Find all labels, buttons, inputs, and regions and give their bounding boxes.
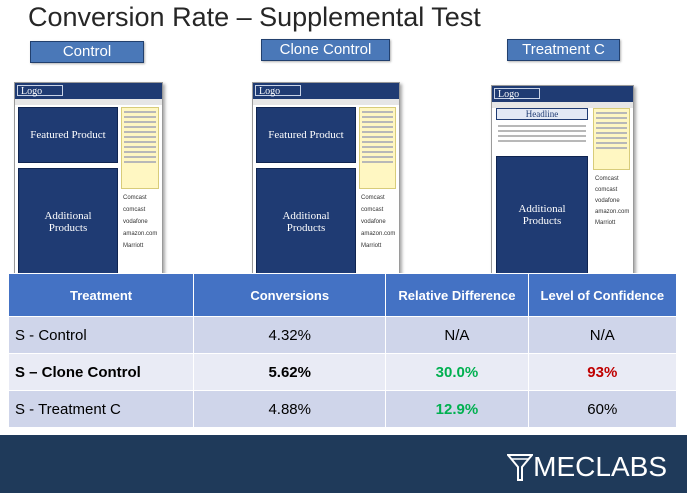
variant-label-clone-control: Clone Control xyxy=(261,39,390,61)
thumbnail-header: Logo xyxy=(492,86,633,102)
thumbnail-logo: Logo xyxy=(255,85,301,97)
confidence-cell: 60% xyxy=(527,390,678,428)
brand-logo: comcast xyxy=(595,187,618,193)
brand-logo: vodafone xyxy=(595,198,620,204)
treatment-c-page-thumbnail: Logo Headline Additional Products Comcas… xyxy=(491,85,634,279)
slide-title: Conversion Rate – Supplemental Test xyxy=(28,2,481,32)
header-relative-difference: Relative Difference xyxy=(385,273,529,317)
thumbnail-nav xyxy=(15,99,162,105)
table-row: S - Control 4.32% N/A N/A xyxy=(7,316,678,354)
featured-product-box: Featured Product xyxy=(18,107,118,163)
treatment-cell: S - Treatment C xyxy=(7,390,195,428)
brand-logo: Marriott xyxy=(595,220,616,226)
footer-bar: MECLABS xyxy=(0,435,687,493)
brand-logo: Comcast xyxy=(361,195,385,201)
table-row: S - Treatment C 4.88% 12.9% 60% xyxy=(7,390,678,428)
sidebar-panel xyxy=(593,108,630,170)
confidence-cell: N/A xyxy=(527,316,678,354)
additional-products-box: Additional Products xyxy=(256,168,356,276)
thumbnail-header: Logo xyxy=(253,83,399,99)
brand-logo: Marriott xyxy=(123,243,144,249)
confidence-cell: 93% xyxy=(527,353,678,391)
meclabs-funnel-icon xyxy=(507,454,534,481)
variant-label-treatment-c: Treatment C xyxy=(507,39,620,61)
table-header-row: Treatment Conversions Relative Differenc… xyxy=(7,273,678,317)
brand-logo: amazon.com xyxy=(123,231,158,237)
control-page-thumbnail: Logo Featured Product Additional Product… xyxy=(14,82,163,279)
brand-logo: comcast xyxy=(361,207,384,213)
brand-logo: Marriott xyxy=(361,243,382,249)
brand-logo: amazon.com xyxy=(361,231,396,237)
featured-product-box: Featured Product xyxy=(256,107,356,163)
brand-logo: vodafone xyxy=(123,219,148,225)
brand-logo: vodafone xyxy=(361,219,386,225)
thumbnail-logo: Logo xyxy=(494,88,540,100)
additional-products-box: Additional Products xyxy=(18,168,118,276)
thumbnail-header: Logo xyxy=(15,83,162,99)
conversions-cell: 4.32% xyxy=(193,316,387,354)
thumbnail-logo: Logo xyxy=(17,85,63,97)
sidebar-panel xyxy=(359,107,396,189)
clone-control-page-thumbnail: Logo Featured Product Additional Product… xyxy=(252,82,400,279)
treatment-cell: S – Clone Control xyxy=(7,353,195,391)
intro-text-block xyxy=(496,122,588,152)
brand-logo: Comcast xyxy=(123,195,147,201)
meclabs-logo: MECLABS xyxy=(507,451,667,483)
brand-logo: Comcast xyxy=(595,176,619,182)
variant-label-control: Control xyxy=(30,41,144,63)
results-table: Treatment Conversions Relative Differenc… xyxy=(7,273,678,428)
header-level-of-confidence: Level of Confidence xyxy=(527,273,678,317)
relative-difference-cell: 30.0% xyxy=(385,353,529,391)
conversions-cell: 4.88% xyxy=(193,390,387,428)
brand-logo: amazon.com xyxy=(595,209,630,215)
header-treatment: Treatment xyxy=(7,273,195,317)
sidebar-panel xyxy=(121,107,159,189)
thumbnail-nav xyxy=(253,99,399,105)
headline-box: Headline xyxy=(496,108,588,120)
brand-logo: comcast xyxy=(123,207,146,213)
conversions-cell: 5.62% xyxy=(193,353,387,391)
meclabs-wordmark: MECLABS xyxy=(533,451,667,482)
treatment-cell: S - Control xyxy=(7,316,195,354)
thumbnail-nav xyxy=(492,102,633,108)
relative-difference-cell: N/A xyxy=(385,316,529,354)
header-conversions: Conversions xyxy=(193,273,387,317)
additional-products-box: Additional Products xyxy=(496,156,588,274)
table-row: S – Clone Control 5.62% 30.0% 93% xyxy=(7,353,678,391)
relative-difference-cell: 12.9% xyxy=(385,390,529,428)
